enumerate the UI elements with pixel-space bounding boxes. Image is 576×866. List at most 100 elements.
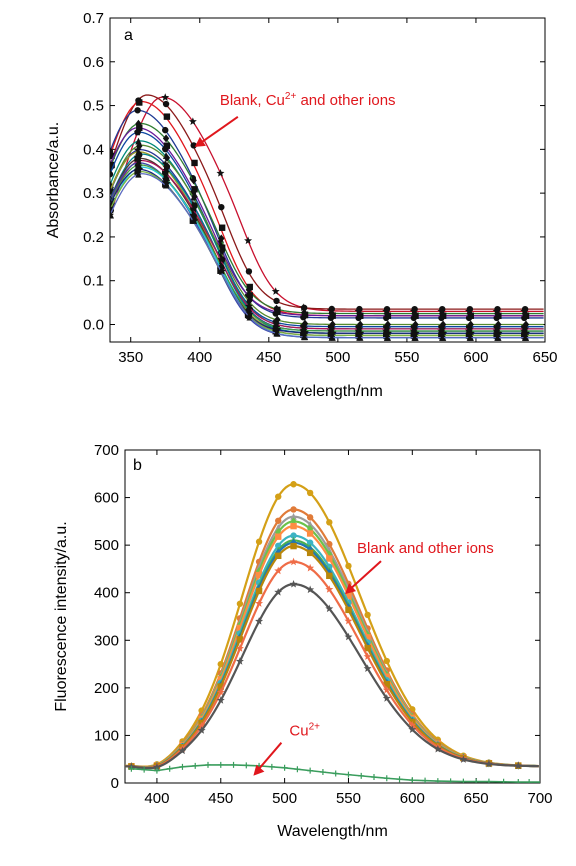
- fluorescence-series-line: [125, 483, 539, 768]
- absorbance-data-point: [300, 333, 308, 341]
- x-tick-label: 550: [336, 790, 361, 807]
- absorbance-data-point: [190, 176, 197, 185]
- y-tick-label: 0.2: [83, 229, 104, 246]
- fluorescence-data-point: [255, 587, 263, 595]
- fluorescence-series-line: [125, 525, 539, 769]
- cu-label: Cu2+: [289, 722, 320, 740]
- absorbance-data-point: [245, 285, 253, 294]
- cu-data-point: [179, 763, 186, 770]
- absorbance-data-point: [439, 320, 447, 329]
- absorbance-data-point: [161, 93, 170, 101]
- absorbance-data-point: [494, 333, 501, 341]
- absorbance-data-point: [188, 117, 197, 125]
- absorbance-data-point: [190, 216, 197, 224]
- fluorescence-data-point: [255, 538, 263, 545]
- absorbance-data-point: [301, 319, 309, 328]
- absorbance-series-line: [110, 166, 544, 339]
- annotation-label: Blank and other ions: [357, 540, 494, 557]
- absorbance-data-point: [274, 315, 281, 324]
- fluorescence-data-point: [255, 571, 263, 579]
- cu-arrow-head: [253, 764, 265, 776]
- absorbance-data-point: [273, 297, 280, 305]
- absorbance-data-point: [244, 236, 253, 245]
- absorbance-data-point: [493, 332, 500, 339]
- y-tick-label: 0.3: [83, 185, 104, 202]
- fluorescence-data-point: [197, 726, 206, 734]
- fluorescence-data-point: [345, 592, 352, 599]
- cu-data-point: [307, 767, 314, 774]
- fluorescence-data-point: [326, 519, 333, 526]
- absorbance-data-point: [162, 175, 170, 183]
- absorbance-data-point: [355, 332, 362, 339]
- fluorescence-data-point: [306, 539, 314, 546]
- fluorescence-series-line: [125, 534, 539, 769]
- x-axis-title: Wavelength/nm: [277, 823, 388, 840]
- fluorescence-data-point: [290, 532, 297, 539]
- y-tick-label: 400: [94, 585, 119, 602]
- cu-data-point: [500, 778, 507, 783]
- cu-data-point: [166, 765, 173, 772]
- fluorescence-data-point: [364, 644, 371, 652]
- cu-arrow-shaft: [256, 742, 283, 772]
- absorbance-data-point: [110, 171, 114, 178]
- fluorescence-data-point: [484, 759, 493, 768]
- fluorescence-data-point: [289, 557, 298, 566]
- x-tick-label: 350: [118, 349, 143, 366]
- fluorescence-data-point: [236, 600, 244, 607]
- cu-data-point: [243, 762, 250, 769]
- fluorescence-series-group: [125, 481, 540, 783]
- absorbance-data-point: [244, 302, 253, 310]
- fluorescence-data-point: [289, 579, 298, 588]
- x-tick-label: 400: [187, 349, 212, 366]
- cu-data-point: [383, 775, 390, 782]
- fluorescence-data-point: [275, 552, 282, 559]
- fluorescence-data-point: [382, 694, 391, 702]
- absorbance-data-point: [136, 99, 143, 106]
- absorbance-data-point: [218, 246, 226, 255]
- fluorescence-data-point: [217, 676, 224, 683]
- absorbance-data-point: [246, 296, 253, 305]
- absorbance-data-point: [134, 129, 141, 136]
- annotation-arrow-shaft: [197, 116, 239, 146]
- absorbance-data-point: [218, 234, 225, 243]
- absorbance-series-line: [110, 148, 544, 332]
- fluorescence-data-point: [235, 644, 244, 652]
- x-tick-label: 650: [464, 790, 489, 807]
- absorbance-data-point: [162, 181, 170, 189]
- absorbance-panel: 350 400 450 500 550 600 650 0.0 0.1 0.2 0.3 0.4 0.5 0…: [45, 10, 558, 400]
- absorbance-data-point: [412, 320, 419, 329]
- absorbance-data-point: [163, 142, 171, 149]
- x-axis-title: Wavelength/nm: [272, 383, 383, 400]
- absorbance-data-point: [522, 320, 530, 329]
- absorbance-data-point: [162, 100, 170, 108]
- absorbance-data-point: [467, 320, 474, 329]
- absorbance-data-point: [329, 320, 336, 329]
- cu-data-point: [332, 770, 339, 777]
- absorbance-data-point: [356, 305, 363, 313]
- fluorescence-data-point: [344, 632, 353, 641]
- absorbance-data-point: [218, 266, 225, 274]
- absorbance-data-point: [494, 305, 501, 313]
- cu-data-point: [485, 778, 492, 783]
- fluorescence-data-point: [306, 549, 314, 557]
- absorbance-data-point: [439, 312, 447, 319]
- y-tick-label: 200: [94, 680, 119, 697]
- y-tick-label: 300: [94, 632, 119, 649]
- x-tick-label: 600: [463, 349, 488, 366]
- absorbance-data-point: [190, 142, 197, 149]
- absorbance-data-point: [522, 312, 530, 319]
- cu-data-point: [434, 778, 441, 783]
- absorbance-data-point: [439, 305, 446, 313]
- absorbance-data-point: [272, 320, 281, 328]
- absorbance-series-line: [110, 127, 544, 317]
- y-tick-label: 0.1: [83, 273, 104, 290]
- absorbance-data-point: [163, 163, 171, 170]
- fluorescence-panel: 400 450 500 550 600 650 700 0 100 200 300 400 500 600…: [53, 442, 553, 840]
- x-tick-label: 500: [272, 790, 297, 807]
- cu-data-point: [409, 777, 416, 783]
- absorbance-data-point: [274, 308, 281, 315]
- absorbance-data-point: [521, 305, 529, 313]
- panel-label: b: [133, 457, 142, 474]
- x-tick-label: 550: [394, 349, 419, 366]
